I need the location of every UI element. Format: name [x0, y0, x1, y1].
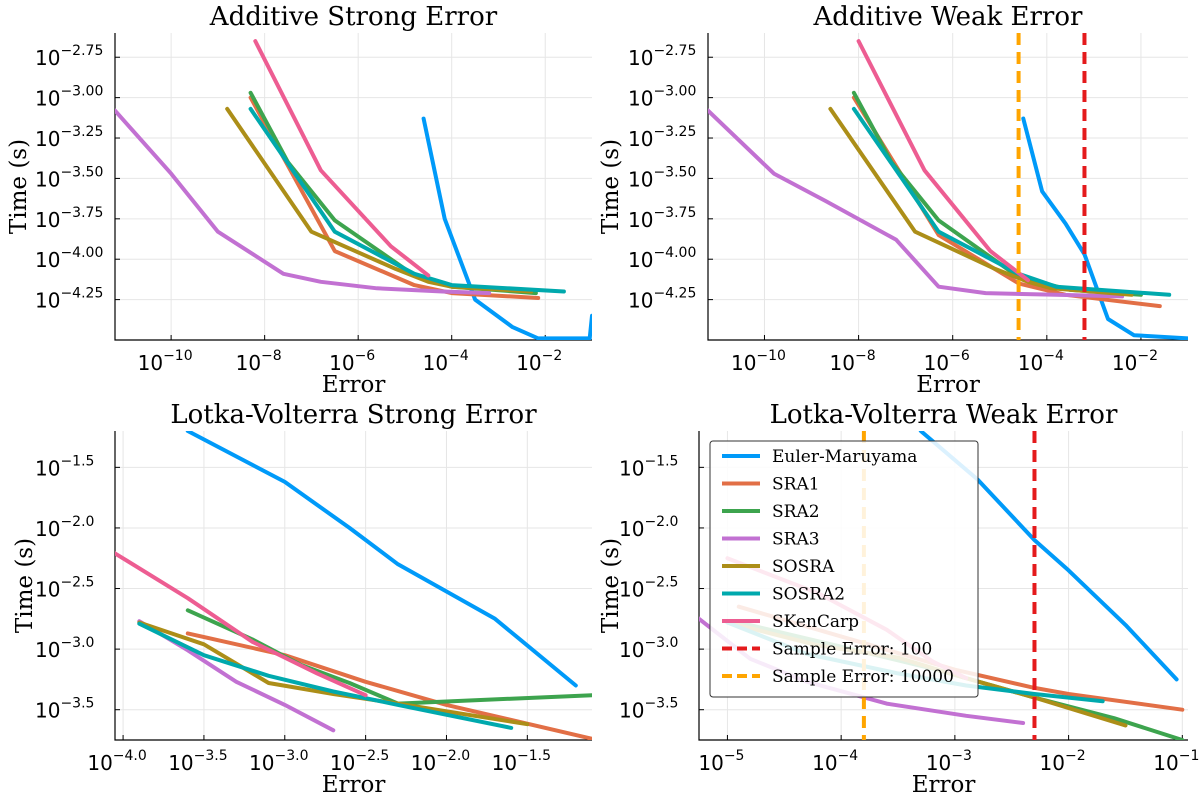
plot-area: [115, 41, 592, 338]
y-tick-label: 10−3.75: [628, 205, 696, 232]
chart-title: Lotka-Volterra Weak Error: [770, 400, 1118, 430]
legend-label: Sample Error: 100: [772, 640, 932, 660]
x-tick-label: 10−3: [926, 748, 972, 775]
x-tick-label: 10−2: [1112, 348, 1158, 375]
chart-title: Additive Weak Error: [813, 2, 1083, 32]
x-tick-label: 10−5: [698, 748, 744, 775]
x-tick-label: 10−4: [1018, 348, 1064, 375]
y-tick-label: 10−3.50: [35, 164, 103, 191]
series-line-skencarp: [255, 41, 428, 275]
y-axis-label: Time (s): [598, 538, 624, 633]
legend: Euler-Maruyama SRA1 SRA2 SRA3 SOSRA SOSRA2 SKe…: [710, 441, 978, 697]
x-tick-label: 10−2.5: [330, 748, 389, 775]
chart-panel-3: 10−4.0 10−3.5 10−3.0 10−2.5 10−2.0 10−1.5 10−1…: [12, 400, 592, 798]
legend-label: Sample Error: 10000: [772, 667, 954, 687]
x-axis-label: Error: [916, 372, 980, 398]
y-tick-label: 10−4.25: [35, 286, 103, 313]
x-tick-label: 10−8: [236, 348, 282, 375]
y-tick-label: 10−2.0: [35, 514, 94, 541]
x-tick-label: 10−4: [812, 748, 858, 775]
y-tick-label: 10−3.5: [35, 696, 94, 723]
y-tick-label: 10−2.0: [619, 514, 678, 541]
chart-panel-2: 10−10 10−8 10−6 10−4 10−2 10−2.75 10−3.00 10−3.…: [598, 2, 1188, 398]
legend-label: SOSRA: [772, 557, 835, 577]
legend-label: Euler-Maruyama: [772, 447, 917, 467]
y-axis-label: Time (s): [12, 538, 38, 633]
plot-area: [115, 431, 592, 739]
y-tick-label: 10−2.5: [35, 575, 94, 602]
x-tick-label: 10−6: [329, 348, 375, 375]
y-axis-label: Time (s): [598, 139, 624, 234]
legend-label: SOSRA2: [772, 585, 845, 605]
chart-title: Additive Strong Error: [209, 2, 498, 32]
x-tick-label: 10−1.5: [492, 748, 551, 775]
legend-label: SRA3: [772, 530, 820, 550]
series-line-sosra2: [251, 109, 564, 292]
y-tick-label: 10−3.75: [35, 205, 103, 232]
y-tick-label: 10−3.50: [628, 164, 696, 191]
y-tick-label: 10−3.0: [619, 635, 678, 662]
y-axis-label: Time (s): [6, 139, 32, 234]
y-tick-label: 10−3.0: [35, 635, 94, 662]
y-tick-label: 10−3.00: [628, 84, 696, 111]
series-line-euler-maruyama: [1023, 119, 1188, 339]
y-tick-label: 10−4.25: [628, 286, 696, 313]
y-tick-label: 10−4.00: [35, 245, 103, 272]
x-tick-label: 10−1: [1153, 748, 1199, 775]
y-tick-label: 10−4.00: [628, 245, 696, 272]
legend-label: SRA1: [772, 475, 820, 495]
axes-frame: [115, 33, 592, 340]
y-tick-label: 10−3.25: [35, 124, 103, 151]
y-tick-label: 10−3.25: [628, 124, 696, 151]
x-tick-label: 10−2.0: [411, 748, 470, 775]
y-tick-label: 10−2.75: [628, 43, 696, 70]
x-tick-label: 10−4.0: [87, 748, 146, 775]
y-tick-label: 10−1.5: [619, 453, 678, 480]
x-tick-label: 10−8: [830, 348, 876, 375]
x-tick-label: 10−10: [731, 348, 786, 375]
x-tick-label: 10−10: [138, 348, 193, 375]
x-tick-label: 10−3.5: [168, 748, 227, 775]
x-axis-label: Error: [322, 372, 386, 398]
legend-label: SKenCarp: [772, 612, 859, 632]
chart-title: Lotka-Volterra Strong Error: [170, 400, 537, 430]
legend-label: SRA2: [772, 502, 820, 522]
x-tick-label: 10−3.0: [249, 748, 308, 775]
x-tick-label: 10−6: [924, 348, 970, 375]
chart-panel-1: 10−10 10−8 10−6 10−4 10−2 10−2.75 10−3.00 10−3.…: [6, 2, 592, 398]
y-tick-label: 10−3.00: [35, 84, 103, 111]
y-tick-label: 10−1.5: [35, 453, 94, 480]
x-axis-label: Error: [322, 772, 386, 798]
x-axis-label: Error: [912, 772, 976, 798]
x-tick-label: 10−2: [516, 348, 562, 375]
x-tick-label: 10−4: [423, 348, 469, 375]
plot-area: [708, 33, 1188, 340]
y-tick-label: 10−3.5: [619, 696, 678, 723]
y-tick-label: 10−2.5: [619, 575, 678, 602]
y-tick-label: 10−2.75: [35, 43, 103, 70]
series-line-euler-maruyama: [424, 119, 592, 339]
x-tick-label: 10−2: [1040, 748, 1086, 775]
